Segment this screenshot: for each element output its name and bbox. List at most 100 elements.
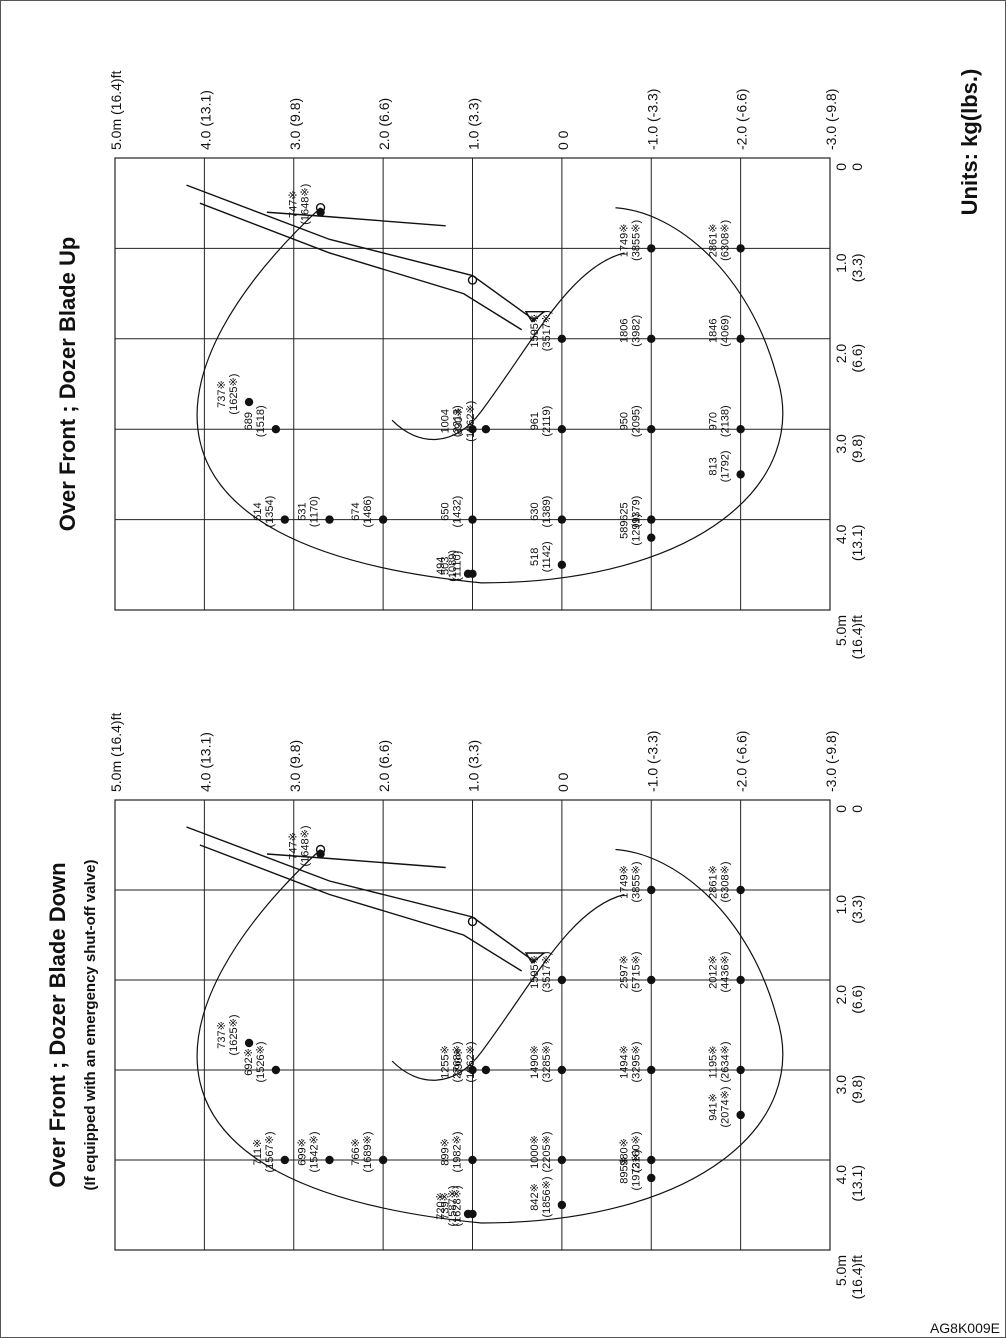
load-value-lbs: (1625※)	[228, 1014, 240, 1055]
load-point	[557, 425, 567, 434]
load-point	[481, 1065, 491, 1075]
load-point	[378, 1155, 388, 1165]
load-point	[468, 425, 477, 434]
load-value-lbs: (3855※)	[630, 861, 642, 902]
radius-tick-label-m: 3.0	[833, 434, 849, 454]
cylinder-outline	[266, 211, 446, 227]
load-value-kg: 950	[618, 412, 630, 430]
load-point	[647, 515, 656, 524]
load-value-lbs: (3517※)	[541, 951, 553, 992]
load-value-kg: 2861※	[708, 224, 720, 258]
load-point	[736, 975, 745, 985]
load-value-kg: 1490※	[529, 1045, 541, 1079]
load-value-lbs: (1628※)	[452, 1185, 464, 1226]
load-value-kg: 614	[252, 502, 264, 520]
radius-tick-label-ft: (9.8)	[849, 434, 865, 463]
load-value-kg: 1749※	[618, 865, 630, 899]
load-value-kg: 503	[440, 557, 452, 575]
load-value-lbs: (2768※)	[452, 1041, 464, 1082]
pin-joint	[467, 275, 478, 285]
pin-joint	[467, 916, 478, 927]
load-value-lbs: (1389)	[541, 496, 553, 528]
load-point	[325, 1155, 334, 1165]
load-point	[647, 885, 656, 895]
load-point	[280, 1155, 290, 1165]
radius-tick-label-m: 0	[833, 805, 849, 813]
load-point	[557, 975, 567, 985]
load-value-lbs: (3285※)	[541, 1041, 553, 1082]
load-value-lbs: (3517※)	[541, 310, 553, 351]
radius-tick-label-ft: 0	[849, 805, 865, 813]
height-tick-label: 2.0 (6.6)	[376, 740, 392, 792]
load-value-lbs: (1486)	[362, 496, 374, 528]
boom-outline	[186, 184, 536, 322]
load-value-kg: 1595※	[529, 314, 541, 348]
load-value-kg: 1846	[708, 319, 720, 343]
radius-tick-label-m: 4.0	[833, 524, 849, 544]
load-value-kg: 518	[529, 548, 541, 566]
height-tick-label: -1.0 (-3.3)	[644, 731, 660, 792]
load-point	[647, 1065, 656, 1075]
height-tick-label: 5.0m (16.4)ft	[108, 713, 124, 792]
load-point	[557, 334, 567, 343]
load-value-lbs: (1856※)	[541, 1176, 553, 1217]
load-point	[244, 397, 254, 407]
boom-outline	[186, 826, 536, 963]
load-value-kg: 739※	[440, 1192, 452, 1220]
load-value-lbs: (1648※)	[300, 825, 312, 866]
height-tick-label: 0 0	[555, 772, 571, 792]
height-tick-label: -2.0 (-6.6)	[734, 89, 750, 150]
load-value-lbs: (2160※)	[630, 1131, 642, 1172]
load-value-lbs: (1587※)	[447, 1185, 459, 1226]
radius-tick-label-m: 1.0	[833, 253, 849, 273]
load-point	[271, 425, 281, 434]
radius-tick-label-ft: 0	[849, 163, 865, 171]
units-label: Units: kg(lbs.)	[957, 69, 982, 216]
height-tick-label: -3.0 (-9.8)	[823, 731, 839, 792]
load-value-lbs: (1982※)	[452, 1131, 464, 1172]
load-value-lbs: (1526※)	[255, 1041, 267, 1082]
load-value-lbs: (2119)	[541, 406, 553, 437]
load-value-kg: 737※	[216, 380, 228, 408]
radius-tick-label-ft: (16.4)ft	[849, 1255, 865, 1299]
height-tick-label: 4.0 (13.1)	[197, 732, 213, 792]
load-value-lbs: (1142)	[541, 541, 553, 572]
load-value-kg: 747※	[288, 832, 300, 860]
height-tick-label: 1.0 (3.3)	[466, 740, 482, 792]
radius-tick-label-ft: (3.3)	[849, 253, 865, 282]
radius-tick-label-m: 3.0	[833, 1075, 849, 1095]
load-value-lbs: (2095)	[630, 405, 642, 437]
radius-tick-label-m: 0	[833, 163, 849, 171]
load-value-lbs: (1962※)	[465, 1041, 477, 1082]
load-value-kg: 2861※	[708, 865, 720, 899]
bucket-outline	[524, 310, 546, 323]
working-range-envelope	[196, 207, 784, 584]
load-point	[316, 849, 325, 859]
radius-tick-label-ft: (13.1)	[849, 525, 865, 562]
load-point	[468, 515, 477, 524]
load-value-kg: 1195※	[708, 1046, 720, 1079]
load-point	[736, 470, 745, 479]
load-value-kg: 813	[708, 457, 720, 475]
radius-tick-label-m: 5.0m	[833, 615, 849, 646]
height-tick-label: 3.0 (9.8)	[287, 98, 303, 150]
load-value-lbs: (1170)	[309, 496, 321, 527]
chart-subtitle: (If equipped with an emergency shut-off …	[82, 860, 99, 1191]
load-value-lbs: (5715※)	[630, 951, 642, 992]
inner-reach-curve	[391, 893, 625, 1081]
load-value-kg: 1255※	[440, 1045, 452, 1079]
load-point	[557, 1200, 567, 1210]
load-point	[378, 515, 388, 524]
load-value-kg: 531	[297, 502, 309, 520]
cylinder-outline	[266, 853, 446, 869]
load-value-kg: 689	[243, 412, 255, 430]
load-value-lbs: (1110)	[452, 551, 464, 581]
load-point	[557, 515, 567, 524]
load-value-kg: 961	[529, 412, 541, 430]
load-value-lbs: (2213)	[452, 405, 464, 437]
load-value-kg: 2012※	[708, 955, 720, 989]
height-tick-label: 3.0 (9.8)	[287, 740, 303, 792]
radius-tick-label-ft: (6.6)	[849, 985, 865, 1014]
load-point	[316, 208, 325, 217]
load-value-kg: 625	[618, 502, 630, 520]
